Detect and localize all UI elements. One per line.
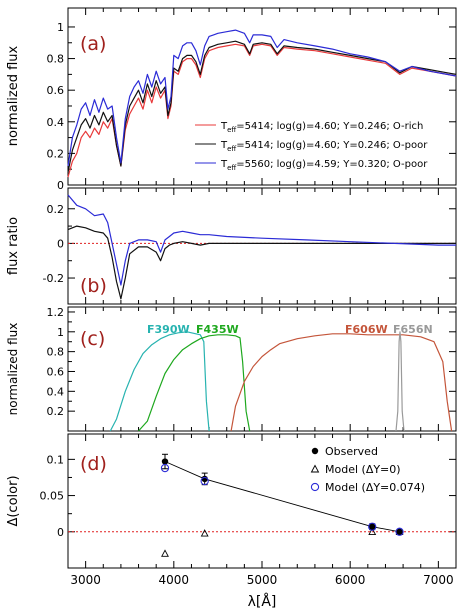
x-tick-label: 4000 bbox=[159, 573, 190, 587]
panel-b-series-2 bbox=[67, 194, 456, 286]
legend-he-rich: Teff=5560; log(g)=4.59; Y=0.320; O-poor bbox=[220, 159, 428, 172]
panel-d-ytick-label: 0.1 bbox=[47, 453, 65, 466]
x-tick-label: 5000 bbox=[247, 573, 278, 587]
panel-c-ticks: 0.2 0.4 0.6 0.8 1 1.2 bbox=[47, 306, 456, 431]
filter-label-f656n: F656N bbox=[393, 323, 433, 336]
panel-c-ytick-label: 0.2 bbox=[47, 405, 65, 418]
x-axis-label: λ[Å] bbox=[248, 593, 277, 610]
legend-o-poor: Teff=5414; log(g)=4.60; Y=0.246; O-poor bbox=[220, 140, 428, 153]
panel-a-ytick-label: 0 bbox=[57, 179, 64, 192]
legend-model-dy074-marker bbox=[310, 482, 320, 492]
panel-b-label: (b) bbox=[80, 275, 107, 297]
panel-a-series-2 bbox=[67, 40, 457, 173]
filter-label-f435w: F435W bbox=[196, 323, 239, 336]
panel-d-ytick-label: 0.05 bbox=[40, 490, 65, 503]
x-tick-label: 3000 bbox=[70, 573, 101, 587]
panel-d-legend: Observed Model (ΔY=0) Model (ΔY=0.074) bbox=[310, 445, 425, 494]
panel-a-ticks: 0 0.2 0.4 0.6 0.8 1 bbox=[47, 8, 456, 192]
legend-model-dy074: Model (ΔY=0.074) bbox=[325, 481, 425, 494]
x-tick-label: 6000 bbox=[335, 573, 366, 587]
panel-c-ytick-label: 1.2 bbox=[47, 306, 65, 319]
panel-d-frame bbox=[67, 433, 457, 569]
panel-b-ytick-label: -0.2 bbox=[43, 272, 64, 285]
x-tick-labels: 3000 4000 5000 6000 7000 bbox=[70, 573, 453, 587]
legend-o-rich: Teff=5414; log(g)=4.60; Y=0.246; O-rich bbox=[220, 121, 423, 134]
panel-b: -0.2 0 0.2 (b) flux ratio bbox=[6, 187, 457, 305]
model-dy0-point bbox=[395, 527, 404, 536]
panel-c-series-3 bbox=[230, 333, 453, 432]
panel-b-series-1 bbox=[67, 225, 456, 300]
panel-b-ticks: -0.2 0 0.2 bbox=[43, 188, 456, 304]
model-dy0-point bbox=[200, 529, 209, 537]
panel-c-series-2 bbox=[138, 334, 251, 432]
panel-a: 0 0.2 0.4 0.6 0.8 1 (a) normalized flux Teff=… bbox=[6, 7, 457, 192]
panel-a-series-3 bbox=[67, 29, 457, 167]
observed-point bbox=[161, 458, 169, 465]
model-dy074-point bbox=[200, 476, 209, 486]
panel-b-ytick-label: 0 bbox=[57, 237, 64, 250]
panel-a-ytick-label: 1 bbox=[57, 21, 64, 34]
panel-b-ratios bbox=[67, 194, 456, 300]
panel-c-ytick-label: 0.6 bbox=[47, 365, 65, 378]
panel-d-label: (d) bbox=[80, 453, 107, 475]
filter-label-f606w: F606W bbox=[345, 323, 388, 336]
panel-c-ylabel: normalized flux bbox=[6, 323, 20, 416]
panel-d: 0 0.05 0.1 (d) Δ(color) Observed Model (ΔY… bbox=[6, 433, 457, 569]
panel-b-ytick-label: 0.2 bbox=[47, 203, 65, 216]
panel-d-ylabel: Δ(color) bbox=[6, 475, 21, 526]
panel-c-ytick-label: 1 bbox=[57, 326, 64, 339]
observed-point bbox=[369, 523, 376, 530]
model-dy0-point bbox=[368, 527, 377, 536]
panel-a-series-1 bbox=[67, 43, 457, 178]
panel-c-ytick-label: 0.8 bbox=[47, 346, 65, 359]
filter-label-f390w: F390W bbox=[147, 323, 190, 336]
panel-a-ytick-label: 0.8 bbox=[47, 53, 65, 66]
panel-b-ylabel: flux ratio bbox=[6, 217, 21, 275]
panel-d-points bbox=[68, 453, 456, 557]
panel-c-series-4 bbox=[395, 331, 405, 432]
model-dy074-point bbox=[395, 527, 404, 536]
panel-d-ytick-label: 0 bbox=[57, 526, 64, 539]
panel-a-ytick-label: 0.6 bbox=[47, 84, 65, 97]
legend-model-dy0-marker bbox=[310, 464, 320, 473]
panel-a-spectra bbox=[67, 29, 457, 178]
panel-a-ytick-label: 0.2 bbox=[47, 147, 65, 160]
panel-a-label: (a) bbox=[80, 33, 106, 55]
model-dy074-point bbox=[160, 463, 170, 473]
legend-observed: Observed bbox=[325, 445, 378, 458]
model-dy074-point bbox=[368, 522, 377, 531]
panel-c-label: (c) bbox=[80, 328, 105, 350]
model-dy0-point bbox=[161, 549, 169, 557]
panel-c: 0.2 0.4 0.6 0.8 1 1.2 (c) normalized flux F39… bbox=[6, 306, 457, 432]
panel-b-frame bbox=[67, 187, 457, 305]
panel-c-filters bbox=[109, 331, 453, 432]
observed-point bbox=[396, 528, 403, 535]
observed-trend-line bbox=[164, 461, 400, 533]
legend-model-dy0: Model (ΔY=0) bbox=[325, 463, 401, 476]
panel-c-series-1 bbox=[109, 331, 210, 432]
legend-observed-marker bbox=[311, 447, 319, 455]
panel-c-ytick-label: 0.4 bbox=[47, 385, 65, 398]
panel-a-legend: Teff=5414; log(g)=4.60; Y=0.246; O-rich … bbox=[195, 121, 428, 172]
panel-a-ytick-label: 0.4 bbox=[47, 116, 65, 129]
panel-a-ylabel: normalized flux bbox=[6, 45, 21, 146]
x-tick-label: 7000 bbox=[423, 573, 454, 587]
